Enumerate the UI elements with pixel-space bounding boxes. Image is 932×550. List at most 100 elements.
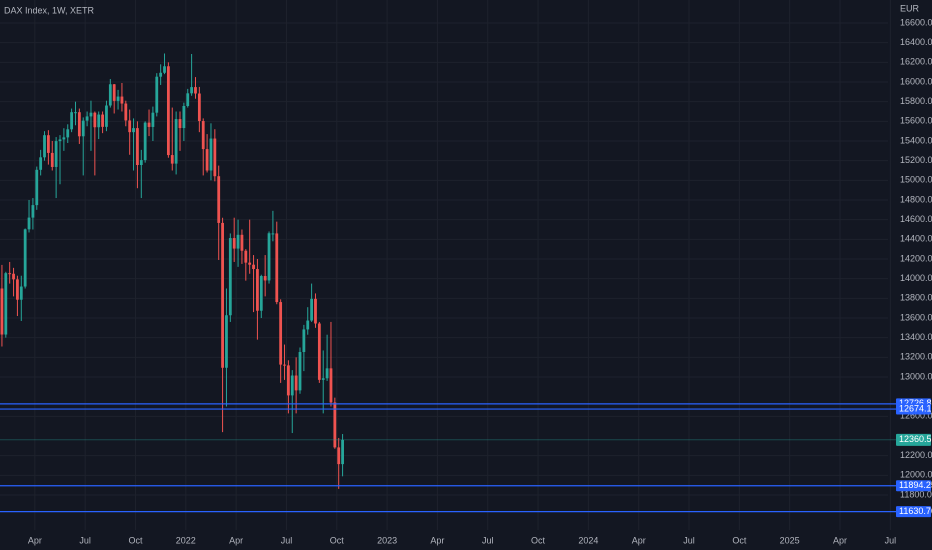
candle-body: [81, 120, 85, 137]
candle-body: [256, 269, 259, 311]
candle-body: [228, 238, 232, 316]
grid: [0, 0, 891, 530]
x-tick-label: Apr: [430, 535, 444, 545]
candle-body: [27, 217, 31, 230]
candle-body: [46, 135, 50, 153]
candle-body: [31, 205, 35, 218]
candle-body: [19, 286, 23, 300]
candle-body: [302, 329, 306, 353]
level-label: 12674.16: [899, 403, 932, 413]
y-tick-label: 15600.00: [900, 116, 932, 126]
candle-body: [159, 72, 163, 77]
y-tick-label: 16600.00: [900, 17, 932, 27]
candle-body: [290, 375, 294, 396]
candle-body: [58, 139, 62, 142]
y-tick-label: 16200.00: [900, 57, 932, 67]
candle-body: [267, 233, 271, 281]
candle-body: [62, 137, 66, 140]
candle-body: [166, 66, 170, 156]
candle-body: [240, 234, 244, 251]
candle-body: [333, 402, 337, 448]
candle-body: [43, 135, 46, 158]
candle-body: [259, 276, 263, 311]
candle-body: [155, 76, 159, 113]
x-tick-label: Jul: [281, 535, 293, 545]
candle-body: [147, 122, 151, 127]
x-tick-label: 2022: [176, 535, 196, 545]
chart-title: DAX Index, 1W, XETR: [4, 5, 95, 15]
candle-body: [317, 323, 321, 380]
candle-body: [77, 112, 81, 137]
candle-body: [225, 315, 228, 368]
axes: 16600.00 16400.00 16200.00 16000.00 15800.00…: [28, 17, 932, 545]
candle-body: [0, 288, 4, 335]
y-tick-label: 12200.00: [900, 450, 932, 460]
y-tick-label: 13800.00: [900, 293, 932, 303]
candle-body: [108, 84, 112, 106]
x-tick-label: Jul: [683, 535, 695, 545]
y-tick-label: 12000.00: [900, 470, 932, 480]
x-tick-label: Jul: [482, 535, 494, 545]
x-tick-label: Apr: [229, 535, 243, 545]
candle-body: [275, 233, 279, 303]
candle-body: [263, 276, 267, 281]
y-tick-label: 15800.00: [900, 96, 932, 106]
last-price-box: [896, 433, 931, 446]
candle-body: [143, 122, 147, 161]
candle-body: [248, 262, 252, 265]
candle-body: [221, 222, 224, 368]
y-tick-label: 11800.00: [900, 489, 932, 499]
candle-body: [163, 66, 166, 73]
y-tick-label: 12600.00: [900, 411, 932, 421]
candle-body: [341, 439, 344, 465]
candle-body: [337, 447, 341, 465]
candle-body: [8, 273, 12, 275]
y-tick-label: 14400.00: [900, 234, 932, 244]
level-label: 12726.85: [899, 398, 932, 408]
candle-body: [178, 119, 182, 129]
candle-body: [209, 138, 213, 171]
x-tick-label: Apr: [28, 535, 42, 545]
y-tick-label: 14200.00: [900, 253, 932, 263]
candle-body: [298, 352, 302, 391]
candle-body: [170, 155, 174, 164]
candle-body: [325, 368, 329, 379]
x-tick-label: Apr: [833, 535, 847, 545]
candle-body: [286, 365, 290, 396]
candles: [0, 53, 896, 513]
candle-body: [120, 96, 124, 104]
candle-body: [244, 250, 248, 263]
candle-body: [128, 120, 132, 133]
candle-body: [201, 121, 205, 150]
candle-body: [310, 298, 314, 321]
y-tick-label: 15400.00: [900, 135, 932, 145]
candle-body: [85, 116, 89, 121]
candle-body: [116, 96, 120, 101]
candle-body: [197, 93, 201, 122]
candle-body: [205, 149, 209, 171]
last-price-label: 12360.56: [899, 434, 932, 444]
candle-body: [232, 238, 236, 249]
candle-body: [314, 298, 317, 324]
level-box: [896, 480, 931, 492]
candle-body: [236, 234, 240, 249]
candle-body: [306, 320, 310, 330]
candle-body: [186, 93, 190, 106]
candle-body: [105, 105, 108, 127]
x-tick-label: Oct: [128, 535, 143, 545]
candle-body: [124, 103, 128, 121]
candle-body: [132, 128, 135, 133]
x-tick-label: Jul: [79, 535, 91, 545]
candle-body: [16, 279, 19, 300]
candle-body: [139, 160, 143, 165]
candle-body: [23, 229, 27, 287]
candle-body: [294, 375, 298, 391]
candle-body: [151, 112, 155, 127]
x-tick-label: Jul: [885, 535, 897, 545]
candle-body: [112, 84, 116, 101]
candle-body: [97, 114, 101, 128]
candle-body: [74, 112, 77, 114]
level-label: 11630.76: [899, 506, 932, 516]
